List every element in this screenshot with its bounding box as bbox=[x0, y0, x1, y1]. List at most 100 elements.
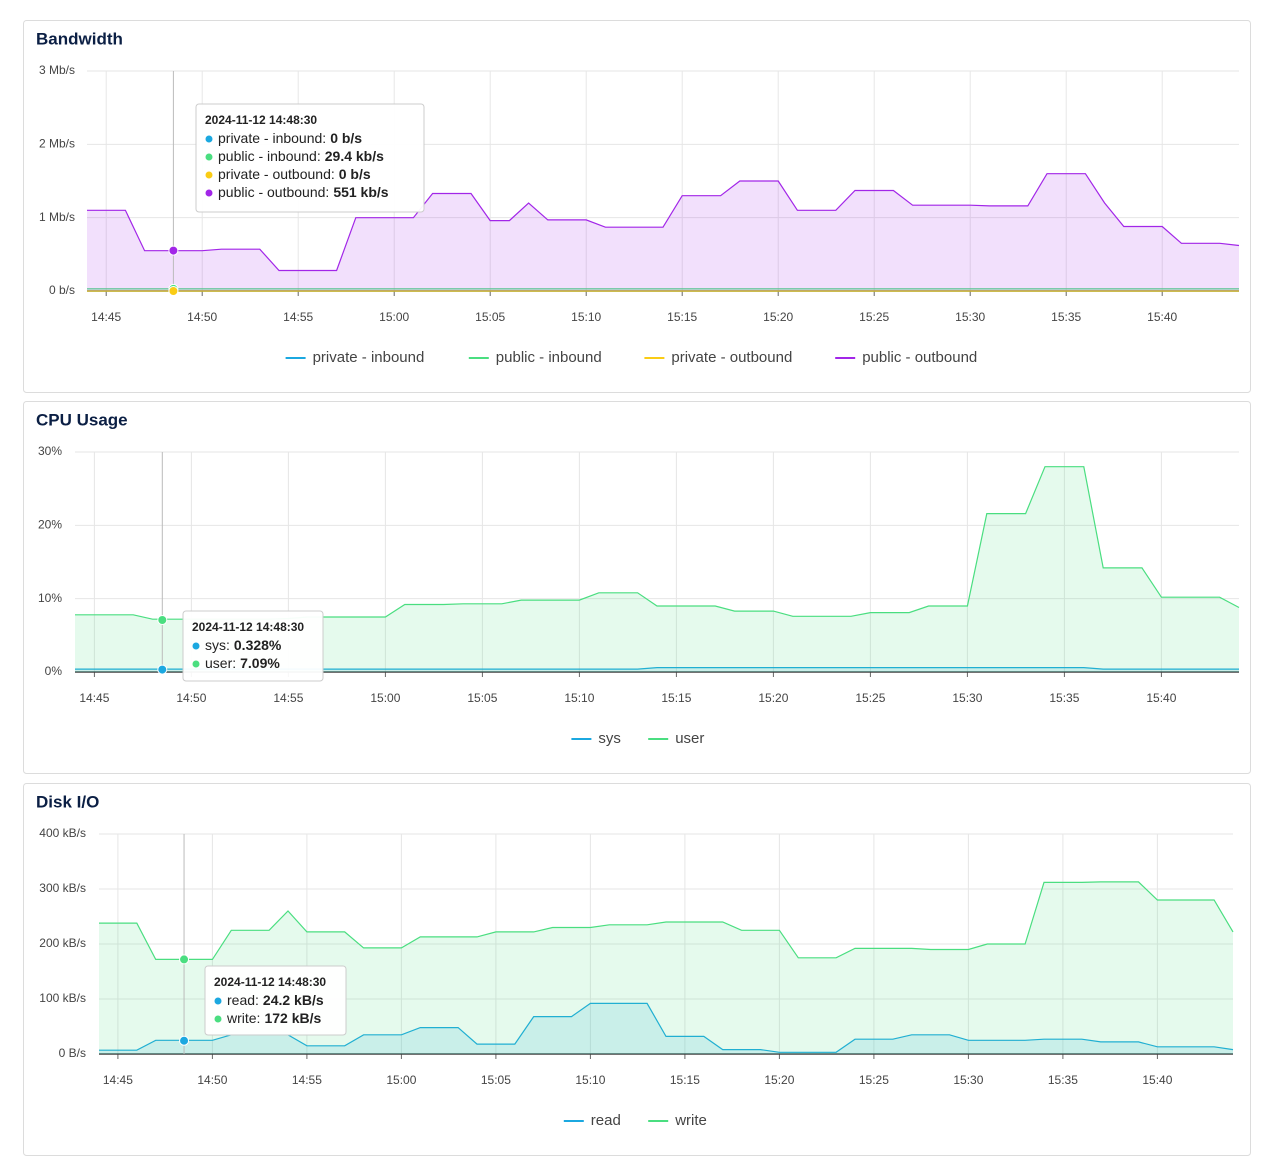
panel bbox=[23, 783, 1251, 1156]
area bbox=[75, 667, 1239, 672]
tooltip-label: private - inbound: bbox=[218, 130, 326, 146]
tooltip-value: 24.2 kB/s bbox=[263, 992, 324, 1008]
tooltip-value: 0 b/s bbox=[339, 166, 371, 182]
x-tick-label: 15:30 bbox=[952, 691, 982, 705]
tooltip-value: 172 kB/s bbox=[264, 1010, 321, 1026]
x-tick-label: 14:55 bbox=[292, 1073, 322, 1087]
legend-label: read bbox=[591, 1112, 621, 1129]
tooltip-entry: sys: 0.328% bbox=[205, 637, 282, 653]
x-tick-label: 15:00 bbox=[379, 310, 409, 324]
panel bbox=[23, 401, 1251, 774]
tooltip-label: user: bbox=[205, 655, 236, 671]
tooltip-bullet bbox=[205, 135, 213, 143]
area bbox=[99, 1003, 1233, 1054]
y-tick-label: 1 Mb/s bbox=[39, 210, 75, 224]
x-tick-label: 15:35 bbox=[1051, 310, 1081, 324]
hover-dot bbox=[179, 1035, 190, 1046]
tooltip-value: 0 b/s bbox=[330, 130, 362, 146]
area bbox=[99, 881, 1233, 1054]
x-tick-label: 15:10 bbox=[575, 1073, 605, 1087]
legend-label: public - outbound bbox=[862, 349, 977, 366]
hover-dot bbox=[157, 664, 168, 675]
tooltip-entry: read: 24.2 kB/s bbox=[227, 992, 324, 1008]
tooltip-label: private - outbound: bbox=[218, 166, 335, 182]
x-tick-label: 14:45 bbox=[91, 310, 121, 324]
tooltip-value: 0.328% bbox=[234, 637, 282, 653]
series-line bbox=[87, 173, 1240, 272]
y-tick-label: 3 Mb/s bbox=[39, 63, 75, 77]
tooltip-bullet bbox=[192, 660, 200, 668]
x-tick-label: 15:05 bbox=[467, 691, 497, 705]
x-tick-label: 15:20 bbox=[764, 1073, 794, 1087]
x-tick-label: 15:05 bbox=[475, 310, 505, 324]
tooltip-entry: public - inbound: 29.4 kb/s bbox=[218, 148, 384, 164]
tooltip-label: sys: bbox=[205, 637, 230, 653]
x-tick-label: 15:00 bbox=[386, 1073, 416, 1087]
legend-label: user bbox=[675, 730, 704, 747]
tooltip-label: public - inbound: bbox=[218, 148, 321, 164]
y-tick-label: 100 kB/s bbox=[39, 991, 86, 1005]
x-tick-label: 15:35 bbox=[1049, 691, 1079, 705]
tooltip-entry: public - outbound: 551 kb/s bbox=[218, 184, 389, 200]
y-tick-label: 200 kB/s bbox=[39, 936, 86, 950]
tooltip-entry: private - outbound: 0 b/s bbox=[218, 166, 371, 182]
tooltip-bullet bbox=[205, 171, 213, 179]
x-tick-label: 14:50 bbox=[197, 1073, 227, 1087]
tooltip-time: 2024-11-12 14:48:30 bbox=[205, 113, 317, 127]
tooltip-label: write: bbox=[226, 1010, 260, 1026]
tooltip-bullet bbox=[214, 1015, 222, 1023]
tooltip-label: read: bbox=[227, 992, 259, 1008]
hover-dot bbox=[168, 245, 179, 256]
tooltip-entry: private - inbound: 0 b/s bbox=[218, 130, 362, 146]
legend-label: write bbox=[674, 1112, 707, 1129]
x-tick-label: 15:00 bbox=[370, 691, 400, 705]
chart-title: CPU Usage bbox=[36, 410, 128, 429]
x-tick-label: 14:55 bbox=[283, 310, 313, 324]
series-line bbox=[99, 881, 1234, 960]
tooltip-box bbox=[204, 965, 347, 1036]
y-tick-label: 10% bbox=[38, 591, 62, 605]
tooltip-bullet bbox=[205, 189, 213, 197]
tooltip-bullet bbox=[205, 153, 213, 161]
x-tick-label: 15:10 bbox=[564, 691, 594, 705]
tooltip-box bbox=[195, 103, 425, 213]
tooltip-bullet bbox=[214, 997, 222, 1005]
chart-title: Bandwidth bbox=[36, 29, 123, 48]
x-tick-label: 14:55 bbox=[273, 691, 303, 705]
x-tick-label: 15:15 bbox=[670, 1073, 700, 1087]
legend-label: private - inbound bbox=[313, 349, 425, 366]
x-tick-label: 15:30 bbox=[953, 1073, 983, 1087]
x-tick-label: 14:45 bbox=[103, 1073, 133, 1087]
tooltip-time: 2024-11-12 14:48:30 bbox=[214, 975, 326, 989]
x-tick-label: 15:25 bbox=[855, 691, 885, 705]
tooltip-entry: write: 172 kB/s bbox=[226, 1010, 321, 1026]
tooltip-value: 7.09% bbox=[240, 655, 280, 671]
x-tick-label: 15:20 bbox=[763, 310, 793, 324]
hover-dot bbox=[157, 615, 168, 626]
x-tick-label: 15:40 bbox=[1147, 310, 1177, 324]
x-tick-label: 15:15 bbox=[667, 310, 697, 324]
x-tick-label: 15:35 bbox=[1048, 1073, 1078, 1087]
legend-label: sys bbox=[598, 730, 621, 747]
tooltip-entry: user: 7.09% bbox=[205, 655, 280, 671]
hover-dot bbox=[179, 954, 190, 965]
x-tick-label: 15:10 bbox=[571, 310, 601, 324]
chart-title: Disk I/O bbox=[36, 792, 99, 811]
x-tick-label: 15:25 bbox=[859, 1073, 889, 1087]
x-tick-label: 15:15 bbox=[661, 691, 691, 705]
hover-dot bbox=[168, 286, 179, 296]
area bbox=[75, 466, 1239, 672]
x-tick-label: 15:25 bbox=[859, 310, 889, 324]
tooltip-value: 551 kb/s bbox=[333, 184, 388, 200]
x-tick-label: 15:20 bbox=[758, 691, 788, 705]
tooltip-time: 2024-11-12 14:48:30 bbox=[192, 620, 304, 634]
x-tick-label: 14:50 bbox=[187, 310, 217, 324]
y-tick-label: 0 B/s bbox=[59, 1046, 86, 1060]
area bbox=[87, 173, 1239, 291]
y-tick-label: 0% bbox=[45, 664, 63, 678]
y-tick-label: 400 kB/s bbox=[39, 826, 86, 840]
y-tick-label: 2 Mb/s bbox=[39, 137, 75, 151]
y-tick-label: 30% bbox=[38, 444, 62, 458]
